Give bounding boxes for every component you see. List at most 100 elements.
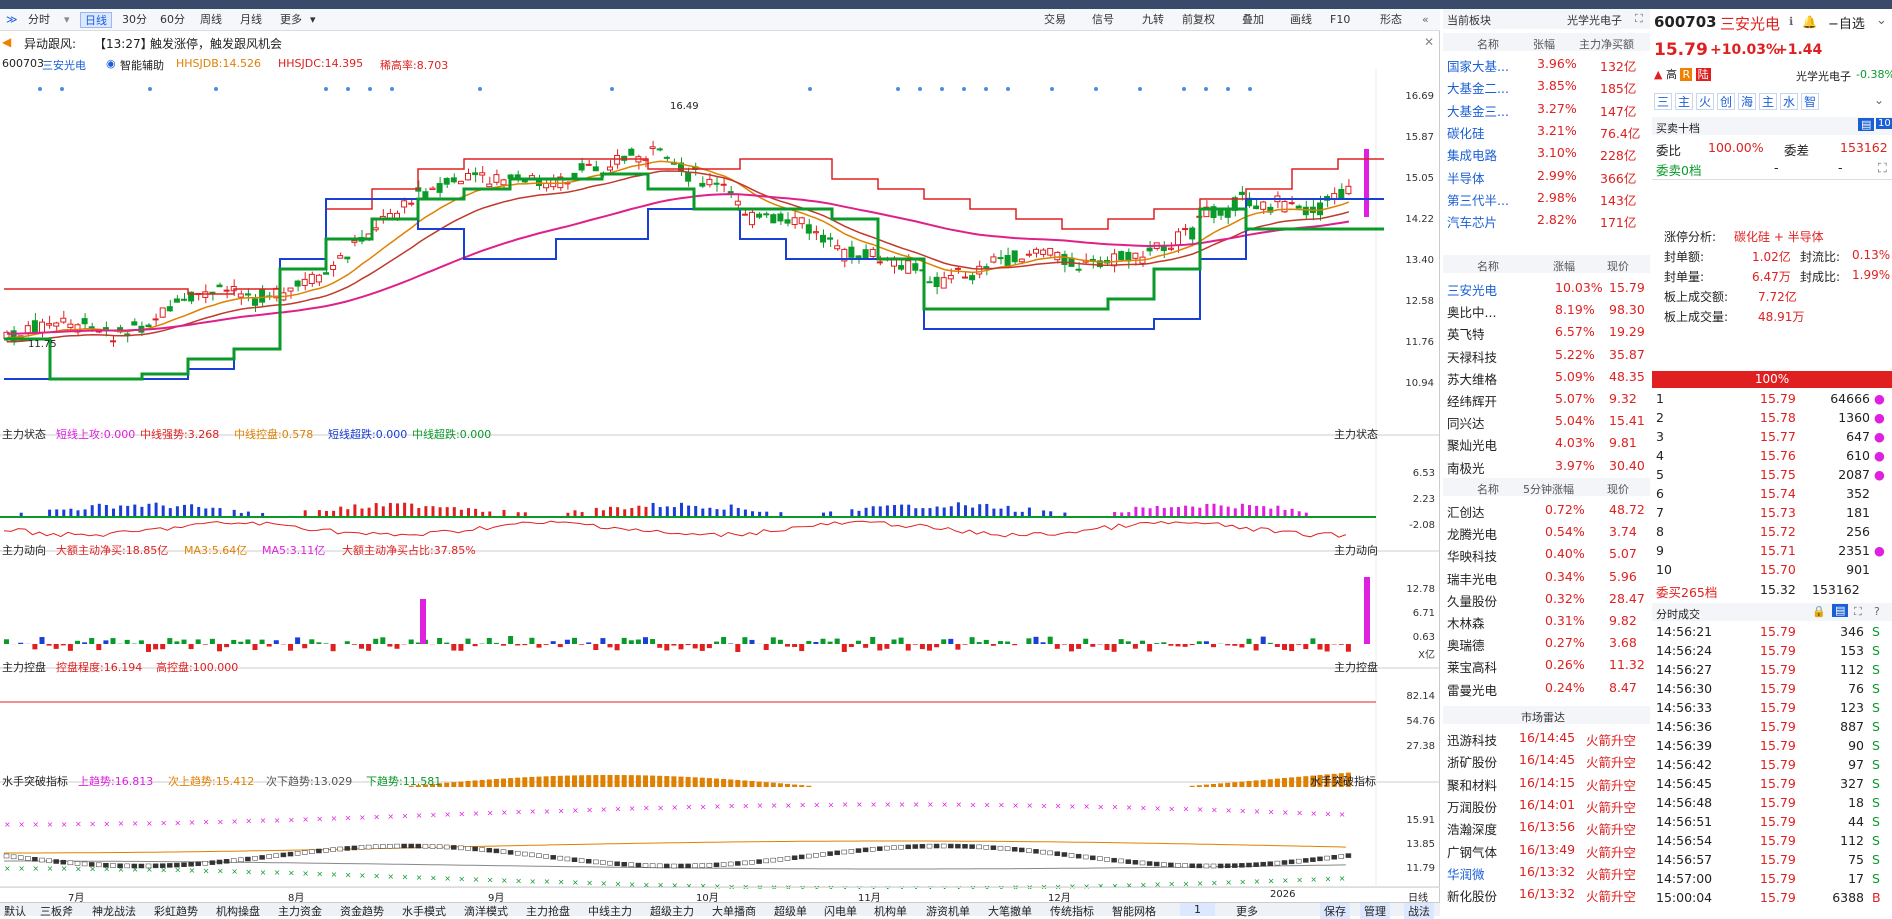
tab-item[interactable]: 大笔撤单 [988, 903, 1032, 919]
tab-item[interactable]: 超级主力 [650, 903, 694, 919]
bell-icon[interactable]: 🔔 [1802, 15, 1817, 29]
quote-tool-icon[interactable]: 三 [1654, 93, 1672, 110]
tab-more[interactable]: 更多 [1236, 903, 1258, 919]
tab-item[interactable]: 大单播商 [712, 903, 756, 919]
tab-item[interactable]: 滴洋模式 [464, 903, 508, 919]
expand-icon[interactable]: ⛶ [1635, 12, 1643, 26]
tab-item[interactable]: 传统指标 [1050, 903, 1094, 919]
lock-icon[interactable]: 🔒 [1812, 605, 1826, 618]
quote-tool-icon[interactable]: 智 [1801, 93, 1819, 110]
tab-item[interactable]: 机构单 [874, 903, 907, 919]
sector-row[interactable]: 第三代半...2.98%143亿 [1443, 187, 1650, 209]
tab-item[interactable]: 中线主力 [588, 903, 632, 919]
info-icon[interactable]: ℹ [1789, 15, 1793, 28]
tag-high: 高 [1666, 68, 1677, 81]
manage-button[interactable]: 管理 [1360, 903, 1390, 919]
quote-sector[interactable]: 光学光电子 [1796, 68, 1851, 84]
peer-row[interactable]: 奥比中...8.19%98.30 [1443, 299, 1650, 321]
trend-mark: × [331, 814, 338, 823]
quote-tool-icon[interactable]: 水 [1780, 93, 1798, 110]
sector-row[interactable]: 国家大基...3.96%132亿 [1443, 53, 1650, 75]
quote-tool-icon[interactable]: 主 [1759, 93, 1777, 110]
tab-item[interactable]: 主力资金 [278, 903, 322, 919]
add-watch-button[interactable]: −自选 [1828, 13, 1865, 32]
quote-tool-icon[interactable]: 主 [1675, 93, 1693, 110]
quote-tool-icon[interactable]: 火 [1696, 93, 1714, 110]
chart-canvas[interactable]: ××××××××××××××××××××××××××××××××××××××××… [0, 9, 1440, 889]
sector-row[interactable]: 大基金三...3.27%147亿 [1443, 98, 1650, 120]
tick-time: 14:56:24 [1656, 643, 1712, 658]
signal-dot [984, 87, 988, 91]
list-icon[interactable]: ▤ [1832, 604, 1848, 617]
tab-item[interactable]: 三板斧 [40, 903, 73, 919]
tab-item[interactable]: 闪电单 [824, 903, 857, 919]
chart-area[interactable]: ≫ 分时 ▾ 日线 30分 60分 周线 月线 更多 ▾ 交易 信号 九转 前复… [0, 9, 1440, 916]
tab-item[interactable]: 水手模式 [402, 903, 446, 919]
tab-item[interactable]: 超级单 [774, 903, 807, 919]
tab-page[interactable]: 1 [1180, 903, 1215, 916]
tab-default[interactable]: 默认 [4, 903, 26, 919]
tab-item[interactable]: 机构操盘 [216, 903, 260, 919]
level-icon[interactable]: 10 [1876, 118, 1892, 129]
tab-item[interactable]: 智能网格 [1112, 903, 1156, 919]
quote-tool-icon[interactable]: 海 [1738, 93, 1756, 110]
shuishou-candle [537, 854, 542, 858]
save-button[interactable]: 保存 [1320, 903, 1350, 919]
tab-item[interactable]: 主力抢盘 [526, 903, 570, 919]
chevron-down-icon[interactable]: ⌄ [1874, 93, 1884, 107]
quote-tool-icon[interactable]: 创 [1717, 93, 1735, 110]
expand-icon[interactable]: ⛶ [1878, 160, 1887, 176]
chart-mode-icon[interactable]: ▤ [1858, 118, 1874, 131]
tab-item[interactable]: 资金趋势 [340, 903, 384, 919]
more-icon[interactable]: ⌄ [1876, 13, 1887, 28]
tab-item[interactable]: 神龙战法 [92, 903, 136, 919]
expand-icon[interactable]: ⛶ [1854, 605, 1862, 619]
shuishou-candle [203, 861, 208, 865]
sector-current[interactable]: 光学光电子 [1567, 12, 1622, 28]
tab-item[interactable]: 彩虹趋势 [154, 903, 198, 919]
sector-row[interactable]: 大基金二...3.85%185亿 [1443, 75, 1650, 97]
help-icon[interactable]: ? [1874, 605, 1880, 618]
strategy-button[interactable]: 战法 [1404, 903, 1434, 919]
tab-item[interactable]: 游资机单 [926, 903, 970, 919]
